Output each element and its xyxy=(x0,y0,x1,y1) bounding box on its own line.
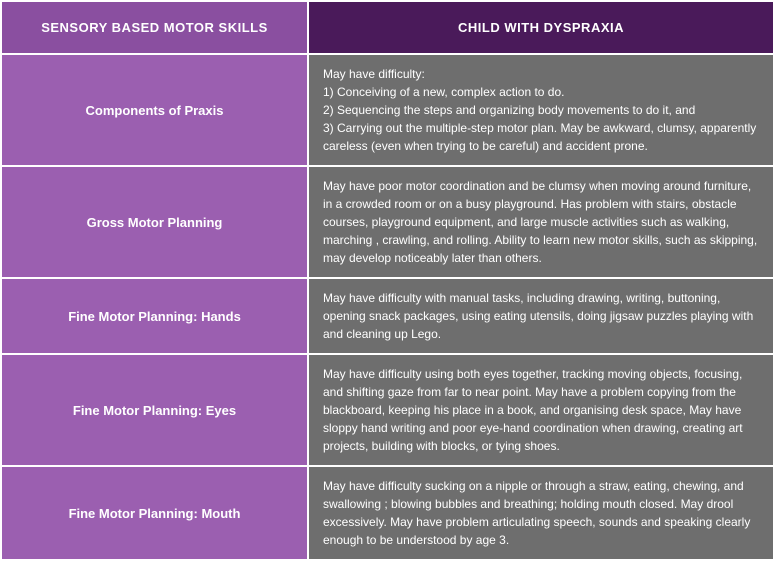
table-row: Fine Motor Planning: Hands May have diff… xyxy=(2,279,773,353)
table-row: Gross Motor Planning May have poor motor… xyxy=(2,167,773,277)
desc-cell: May have difficulty:1) Conceiving of a n… xyxy=(309,55,773,165)
desc-cell: May have difficulty using both eyes toge… xyxy=(309,355,773,465)
skill-cell: Gross Motor Planning xyxy=(2,167,307,277)
desc-cell: May have difficulty with manual tasks, i… xyxy=(309,279,773,353)
header-skills: SENSORY BASED MOTOR SKILLS xyxy=(2,2,307,53)
skill-cell: Fine Motor Planning: Hands xyxy=(2,279,307,353)
table-row: Fine Motor Planning: Mouth May have diff… xyxy=(2,467,773,559)
dyspraxia-table: SENSORY BASED MOTOR SKILLS CHILD WITH DY… xyxy=(0,0,775,561)
desc-cell: May have poor motor coordination and be … xyxy=(309,167,773,277)
skill-cell: Components of Praxis xyxy=(2,55,307,165)
table-row: Fine Motor Planning: Eyes May have diffi… xyxy=(2,355,773,465)
table-row: Components of Praxis May have difficulty… xyxy=(2,55,773,165)
desc-cell: May have difficulty sucking on a nipple … xyxy=(309,467,773,559)
header-dyspraxia: CHILD WITH DYSPRAXIA xyxy=(309,2,773,53)
skill-cell: Fine Motor Planning: Eyes xyxy=(2,355,307,465)
skill-cell: Fine Motor Planning: Mouth xyxy=(2,467,307,559)
table-body: Components of Praxis May have difficulty… xyxy=(2,55,773,559)
